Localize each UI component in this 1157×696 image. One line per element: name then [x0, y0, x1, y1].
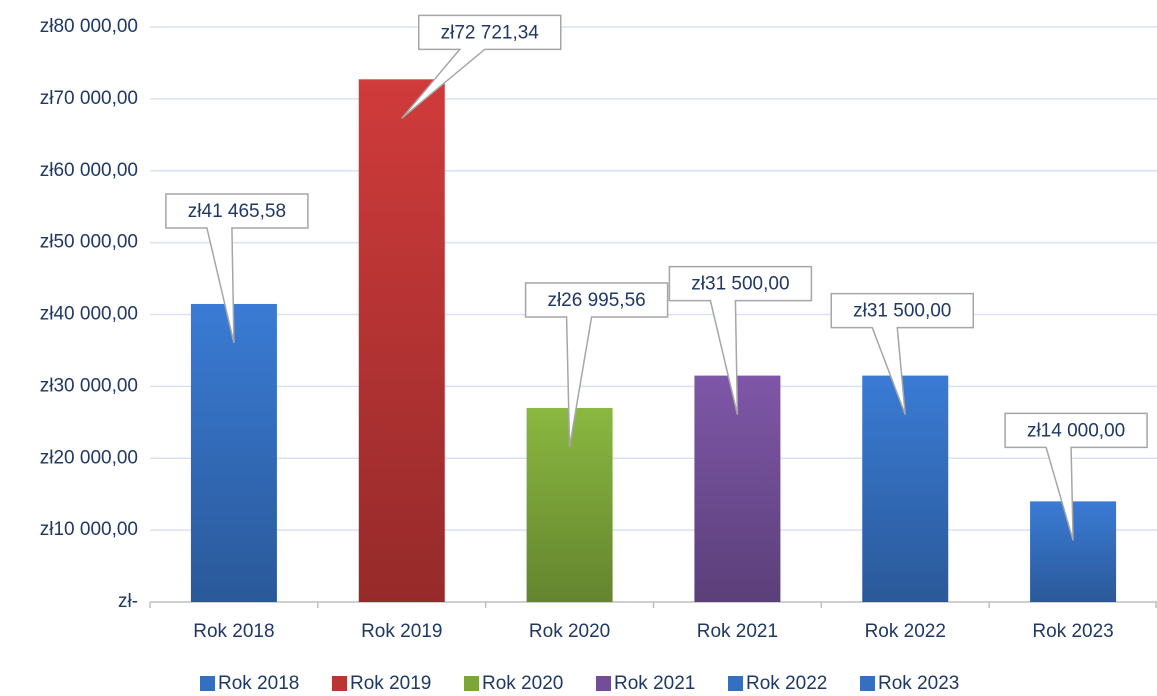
y-tick-label: zł50 000,00 [40, 232, 138, 253]
y-tick-label: zł20 000,00 [40, 447, 138, 468]
y-tick-label: zł60 000,00 [40, 160, 138, 181]
legend-label: Rok 2023 [878, 673, 959, 694]
data-label: zł26 995,56 [547, 290, 645, 311]
data-label: zł72 721,34 [441, 22, 540, 43]
legend-swatch [464, 676, 479, 691]
legend-swatch [596, 676, 611, 691]
callout [401, 14, 562, 119]
x-tick-label: Rok 2019 [361, 621, 442, 642]
y-tick-label: zł10 000,00 [40, 519, 138, 540]
callout [1004, 412, 1148, 541]
y-tick-label: zł- [118, 591, 138, 612]
data-label: zł31 500,00 [691, 274, 789, 295]
bar [190, 303, 277, 602]
legend-swatch [728, 676, 743, 691]
legend-label: Rok 2022 [746, 673, 827, 694]
y-tick-label: zł30 000,00 [40, 375, 138, 396]
y-tick-label: zł70 000,00 [40, 88, 138, 109]
legend-swatch [332, 676, 347, 691]
callout [524, 282, 669, 448]
legend-label: Rok 2021 [614, 673, 695, 694]
legend-label: Rok 2018 [218, 673, 299, 694]
callout [668, 265, 813, 415]
x-tick-label: Rok 2021 [697, 621, 778, 642]
y-tick-label: zł40 000,00 [40, 304, 138, 325]
legend-swatch [200, 676, 215, 691]
x-tick-label: Rok 2020 [529, 621, 610, 642]
x-tick-label: Rok 2023 [1032, 621, 1113, 642]
legend-swatch [860, 676, 875, 691]
callout [830, 292, 974, 415]
bar [358, 79, 445, 602]
data-label: zł31 500,00 [853, 301, 951, 322]
legend-label: Rok 2020 [482, 673, 563, 694]
callout [165, 193, 309, 344]
legend-label: Rok 2019 [350, 673, 431, 694]
x-tick-label: Rok 2022 [865, 621, 946, 642]
data-label: zł41 465,58 [188, 201, 286, 222]
data-label: zł14 000,00 [1027, 420, 1125, 441]
y-tick-label: zł80 000,00 [40, 16, 138, 37]
x-tick-label: Rok 2018 [193, 621, 274, 642]
